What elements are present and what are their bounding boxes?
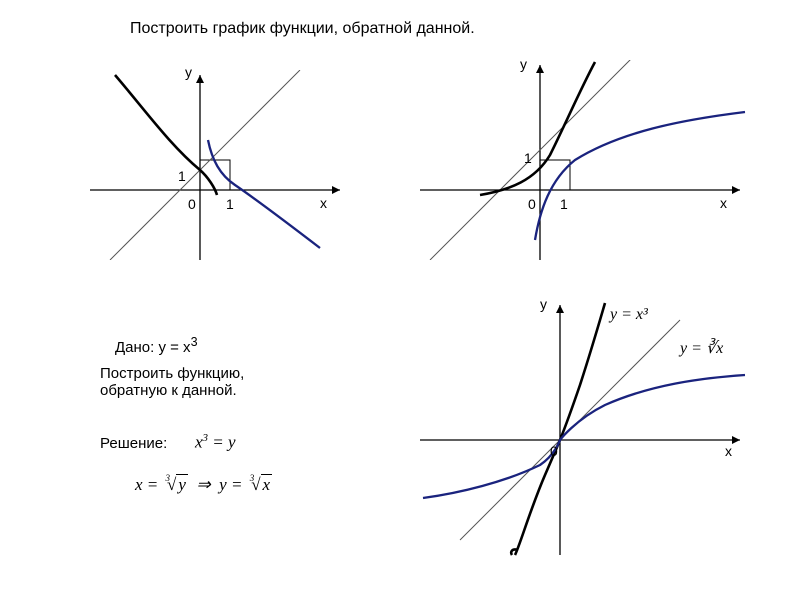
x-arrow	[332, 186, 340, 194]
plot-1	[90, 70, 350, 260]
eq-cubic-text: y = x³	[610, 306, 648, 323]
y-arrow	[536, 65, 544, 73]
plot2-zero: 0	[528, 196, 536, 212]
inverse-curve	[208, 140, 320, 248]
plot2-one-y: 1	[524, 150, 532, 166]
given-sup: 3	[191, 335, 198, 349]
plot2-one-x: 1	[560, 196, 568, 212]
plot3-x-label: x	[725, 443, 732, 459]
given-text: Дано: y = x3	[115, 335, 198, 356]
solution-label: Решение:	[100, 435, 167, 452]
plot1-one-x: 1	[226, 196, 234, 212]
plot3-y-label: y	[540, 296, 547, 312]
inverse-curve	[535, 112, 745, 240]
plot2-y-label: y	[520, 56, 527, 72]
plot1-x-label: x	[320, 195, 327, 211]
x-arrow	[732, 186, 740, 194]
eq-cbrt-text: y = ∛x	[680, 340, 723, 357]
main-curve	[480, 62, 595, 195]
eq-cbrt-label: y = ∛x	[680, 338, 723, 358]
plot3-zero: 0	[550, 443, 558, 459]
plot1-one-y: 1	[178, 168, 186, 184]
eq1: x3 = y	[195, 432, 236, 453]
page-title: Построить график функции, обратной данно…	[130, 20, 475, 38]
main-curve	[115, 75, 217, 195]
y-arrow	[196, 75, 204, 83]
eq-cubic-label: y = x³	[610, 306, 648, 324]
given-main: Дано: y = x	[115, 339, 191, 356]
plot2-x-label: x	[720, 195, 727, 211]
inverse-curve	[423, 375, 745, 498]
y-arrow	[556, 305, 564, 313]
plot-2	[420, 60, 750, 260]
plot1-zero: 0	[188, 196, 196, 212]
plot1-y-label: y	[185, 64, 192, 80]
eq2: x = 3√y ⇒ y = 3√x	[135, 475, 272, 495]
x-arrow	[732, 436, 740, 444]
diag-line	[110, 70, 300, 260]
task-text: Построить функцию, обратную к данной.	[100, 365, 244, 399]
